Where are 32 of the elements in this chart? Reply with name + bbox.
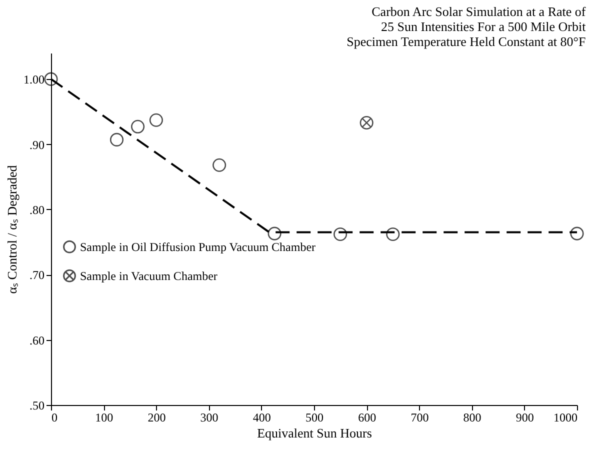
x-tick-label: 200 xyxy=(148,410,166,424)
x-tick-label: 900 xyxy=(516,410,534,424)
x-tick-label: 100 xyxy=(95,410,114,424)
y-tick-label: .60 xyxy=(30,333,44,348)
point xyxy=(212,158,226,172)
x-tick-label: 300 xyxy=(200,410,218,424)
point xyxy=(334,227,348,241)
point xyxy=(149,113,163,127)
x-tick-label: 600 xyxy=(358,410,376,424)
point xyxy=(131,120,145,134)
point xyxy=(268,226,282,240)
y-tick-label: .90 xyxy=(30,138,44,152)
point xyxy=(360,116,374,130)
y-tick-label: .50 xyxy=(30,398,44,412)
chart-title: Carbon Arc Solar Simulation at a Rate of 25 Sun Intensities For a 500 Mile Orbit Specimen Temperature Held Constant at 80°F xyxy=(346,4,586,49)
y-tick-label: .70 xyxy=(30,268,44,282)
y-axis-title: αₛ Control / αₛ Degraded xyxy=(4,164,20,294)
point xyxy=(110,132,124,146)
x-tick-label: 800 xyxy=(463,410,482,424)
x-tick-label: 1000 xyxy=(554,410,578,424)
point xyxy=(386,227,400,241)
x-tick-label: 0 xyxy=(52,410,58,424)
legend-label: Sample in Oil Diffusion Pump Vacuum Chamber xyxy=(80,240,316,254)
legend-label: Sample in Vacuum Chamber xyxy=(80,268,218,283)
y-tick-label: .80 xyxy=(30,202,44,217)
x-tick-label: 500 xyxy=(306,410,324,424)
point xyxy=(570,226,584,240)
x-tick-label: 700 xyxy=(410,410,429,424)
y-tick-label: 1.00 xyxy=(24,72,44,87)
point xyxy=(44,72,58,86)
x-axis-title: Equivalent Sun Hours xyxy=(257,426,372,440)
x-tick-label: 400 xyxy=(252,410,271,424)
